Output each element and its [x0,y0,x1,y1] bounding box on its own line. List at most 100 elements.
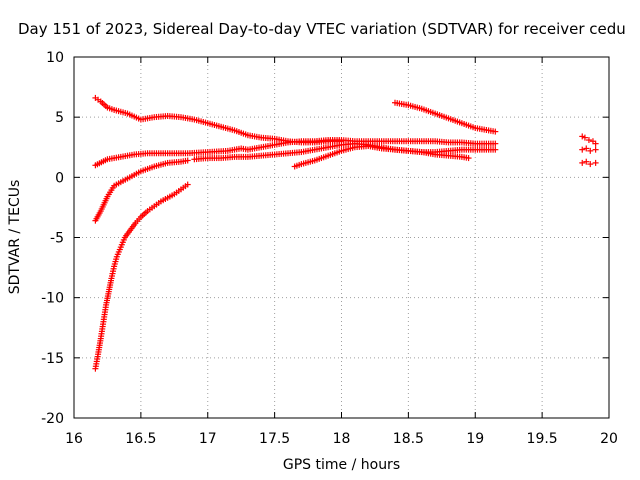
x-tick-label: 20 [600,431,618,447]
chart-title: Day 151 of 2023, Sidereal Day-to-day VTE… [18,20,626,38]
series-trace-segment [126,111,142,122]
series-trace-segment [186,149,209,157]
y-tick-label: 5 [55,110,64,126]
y-tick-label: 10 [46,50,64,66]
data-point [592,146,599,153]
series-trace-segment [474,146,490,153]
series-trace-segment [260,151,276,159]
series-trace-segment [153,113,169,120]
y-tick-label: -10 [41,291,64,307]
series-trace-segment [103,290,112,306]
series-trace-segment [123,229,132,239]
series-trace-segment [340,144,356,154]
series-trace-segment [206,120,222,130]
series-trace-segment [126,169,142,181]
series-trace-segment [247,132,263,141]
series-trace-segment [447,116,463,126]
x-tick-label: 17.5 [259,431,290,447]
series-trace-segment [487,140,497,147]
series-trace-segment [420,149,436,158]
series-track-a [92,94,345,146]
data-point [587,147,594,154]
series-trace-segment [233,128,249,138]
data-point [579,133,586,140]
series-trace-segment [95,96,102,103]
x-axis-label: GPS time / hours [283,457,400,473]
series-track-d [92,181,191,372]
series-trace-segment [293,161,303,169]
series-trace-segment [153,160,169,169]
series-trace-segment [313,137,329,145]
series-trace-segment [113,107,129,116]
series-trace-segment [380,138,396,145]
series-trace-segment [220,124,236,133]
series-trace-segment [474,140,490,147]
series-trace-segment [420,106,436,116]
series-trace-segment [420,138,436,145]
x-tick-label: 19 [466,431,484,447]
series-track-c [92,157,191,224]
series-trace-segment [313,153,329,163]
series-trace-segment [327,137,343,144]
data-point [592,140,599,147]
series-trace-segment [300,138,316,145]
series-trace-segment [106,154,122,162]
series-trace-segment [113,176,129,188]
series-trace-segment [380,145,396,153]
series-trace-segment [407,148,423,155]
series-trace-segment [114,246,123,258]
series-trace-segment [206,155,222,162]
series-trace-segment [394,138,410,145]
series-trace-segment [434,138,450,146]
series-trace-segment [247,152,263,160]
series-trace-segment [134,216,143,225]
series-trace-segment [447,139,463,146]
series-trace-segment [206,147,229,155]
series-trace-segment [461,146,477,153]
series-trace-segment [139,209,149,219]
series-trace-segment [447,146,463,154]
y-tick-label: -15 [41,351,64,367]
series-trace-segment [133,150,149,158]
series-trace-segment [193,117,209,126]
series-trace-segment [273,150,289,158]
series-trace-segment [160,195,169,204]
series-trace-segment [166,192,176,200]
data-point [579,159,586,166]
series-trace-segment [313,144,329,153]
series-trace-segment [487,146,497,153]
series-trace-segment [260,142,276,150]
y-tick-label: -20 [41,411,64,427]
series-trace-segment [146,204,156,213]
y-axis: 10 5 0 -5 -10 -15 -20 [41,50,609,427]
series-trace-segment [300,158,316,167]
series-trace-segment [92,353,101,370]
data-point [585,137,592,144]
series-trace-segment [407,138,423,145]
series-trace-segment [180,157,189,165]
data-point [581,134,588,141]
series-trace-segment [106,105,115,113]
series-trace-segment [247,144,263,153]
series-trace-segment [98,321,107,340]
series-trace-segment [140,114,156,123]
data-point [583,158,590,165]
data-point [583,145,590,152]
series-trace-segment [111,256,120,267]
y-tick-label: -5 [50,231,64,247]
series-trace-segment [287,149,303,157]
x-tick-label: 18.5 [393,431,424,447]
series-trace-segment [108,265,117,280]
series-trace-segment [394,100,410,108]
series-track-e [191,140,499,163]
series-trace-segment [447,152,463,160]
series-trace-segment [106,277,115,293]
series-trace-segment [461,120,477,131]
x-tick-label: 16 [65,431,83,447]
series-trace-segment [367,143,383,152]
series-trace-segment [173,187,182,196]
series-trace-segment [474,125,490,134]
series-trace-segment [180,183,189,191]
series-trace-segment [99,100,109,110]
series-trace-segment [93,209,103,222]
